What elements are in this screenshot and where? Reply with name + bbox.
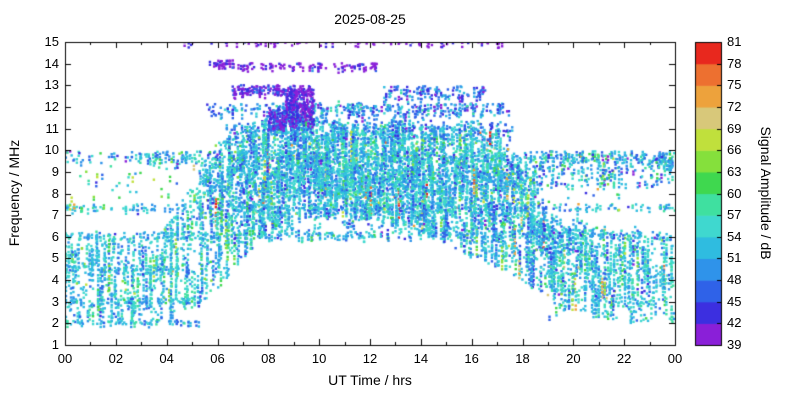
x-tick-label: 12 [362, 351, 378, 366]
colorbar-tick-label: 66 [727, 142, 742, 158]
colorbar-tick-label: 60 [727, 185, 742, 201]
y-tick-label: 6 [51, 228, 59, 244]
y-tick-label: 11 [45, 120, 60, 136]
y-tick-label: 15 [44, 34, 59, 49]
colorbar-tick-label: 63 [727, 163, 742, 179]
y-tick-label: 14 [44, 55, 59, 71]
y-tick-label: 3 [51, 293, 59, 309]
x-tick-label: 10 [311, 351, 327, 366]
x-tick-label: 04 [159, 351, 174, 366]
colorbar-tick-label: 69 [727, 120, 742, 136]
x-tick-label: 02 [108, 351, 124, 366]
colorbar-tick-label: 39 [727, 337, 742, 352]
y-tick-label: 1 [51, 337, 59, 352]
chart-title: 2025-08-25 [334, 11, 406, 27]
x-axis-label: UT Time / hrs [328, 372, 412, 388]
colorbar-tick-label: 45 [727, 293, 742, 309]
y-tick-label: 2 [51, 315, 59, 331]
colorbar-tick-label: 51 [727, 250, 742, 266]
colorbar-tick-label: 72 [727, 98, 742, 114]
y-tick-label: 13 [44, 77, 59, 93]
x-tick-label: 14 [413, 351, 429, 366]
x-tick-label: 00 [667, 351, 683, 366]
x-tick-label: 06 [210, 351, 225, 366]
y-tick-label: 7 [51, 207, 59, 223]
y-tick-label: 5 [51, 250, 59, 266]
colorbar-tick-label: 48 [727, 272, 742, 288]
x-tick-label: 00 [57, 351, 73, 366]
colorbar-tick-label: 81 [727, 34, 742, 49]
colorbar-tick-label: 54 [727, 228, 742, 244]
y-axis-label: Frequency / MHz [6, 139, 22, 247]
x-tick-label: 16 [464, 351, 479, 366]
x-tick-label: 20 [566, 351, 581, 366]
y-tick-label: 8 [51, 185, 59, 201]
colorbar-tick-label: 75 [727, 77, 742, 93]
x-tick-label: 08 [261, 351, 276, 366]
colorbar-tick-label: 42 [727, 315, 742, 331]
colorbar-tick-label: 78 [727, 55, 742, 71]
colorbar-tick-label: 57 [727, 207, 742, 223]
y-tick-label: 9 [51, 163, 59, 179]
x-tick-label: 22 [616, 351, 632, 366]
colorbar-label: Signal Amplitude / dB [758, 126, 774, 260]
x-tick-label: 18 [515, 351, 530, 366]
y-tick-label: 4 [51, 272, 59, 288]
y-tick-label: 12 [44, 98, 59, 114]
y-tick-label: 10 [44, 142, 59, 158]
